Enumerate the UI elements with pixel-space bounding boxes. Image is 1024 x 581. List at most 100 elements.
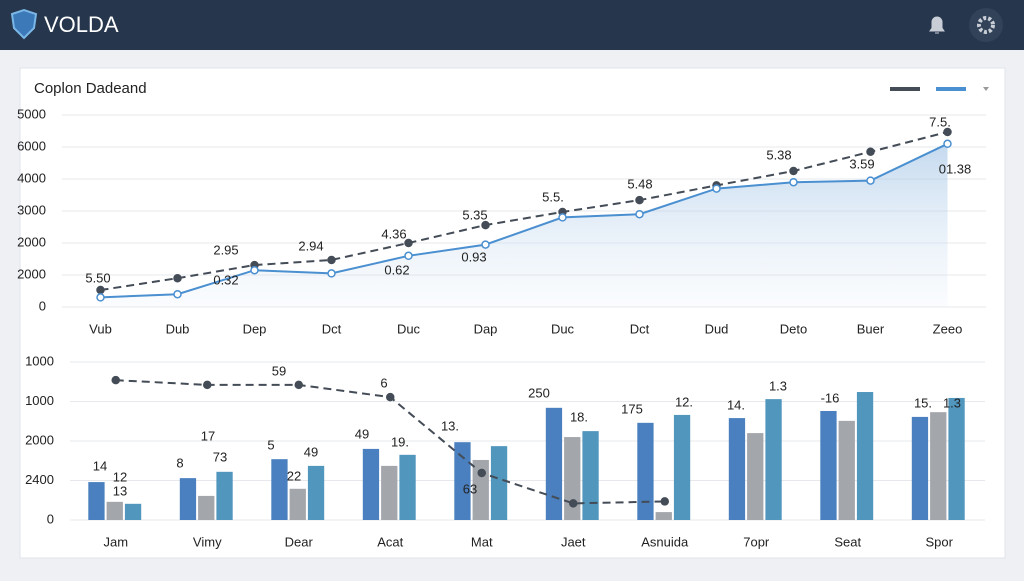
bar (307, 465, 325, 520)
point (635, 195, 644, 205)
point (789, 166, 798, 176)
settings-button[interactable] (969, 8, 1003, 42)
point (481, 220, 490, 230)
logo (10, 8, 38, 40)
x-tick-label: Dep (243, 321, 267, 336)
data-annotation: 5.38 (766, 147, 791, 162)
point (866, 147, 875, 157)
legend-menu[interactable] (983, 87, 989, 91)
point (327, 269, 336, 278)
data-annotation: 19. (391, 434, 409, 449)
brand: VOLDA (44, 12, 119, 37)
data-annotation: 14 (93, 458, 107, 473)
data-annotation: 12 (113, 469, 127, 484)
bar (948, 397, 965, 520)
x-tick-label: Vimy (193, 534, 222, 549)
data-annotation: 63 (463, 481, 477, 496)
point (173, 273, 182, 283)
y-tick-label: 0 (39, 298, 46, 313)
x-tick-label: Acat (377, 534, 403, 549)
y-tick-label: 6000 (17, 138, 46, 153)
point (96, 293, 105, 302)
bar (88, 482, 105, 520)
y-tick-label: 4000 (17, 170, 46, 185)
data-annotation: 250 (528, 385, 550, 400)
data-annotation: 17 (201, 428, 215, 443)
data-annotation: 5.50 (85, 270, 110, 285)
bar (289, 488, 306, 520)
x-tick-label: Dct (322, 321, 342, 336)
point (294, 380, 303, 390)
y-tick-label: 2000 (17, 234, 46, 249)
data-annotation: -16 (821, 390, 840, 405)
point (635, 209, 644, 219)
bar (838, 420, 855, 520)
data-annotation: 13 (113, 483, 127, 498)
point (327, 255, 336, 265)
data-annotation: 0.32 (213, 272, 238, 287)
bar (362, 448, 380, 520)
bar (124, 503, 142, 520)
data-annotation: 22 (287, 468, 301, 483)
bar (271, 459, 288, 520)
data-annotation: 49 (304, 444, 318, 459)
x-tick-label: Mat (471, 534, 493, 549)
point (111, 375, 120, 385)
data-annotation: 5.5. (542, 189, 564, 204)
point (943, 139, 952, 149)
y-tick-label: 5000 (17, 106, 46, 121)
data-annotation: 18. (570, 409, 588, 424)
top-bar (0, 0, 1024, 50)
x-tick-label: Duc (397, 321, 421, 336)
y-tick-label: 2000 (25, 432, 54, 447)
x-tick-label: Dap (474, 321, 498, 336)
bell-icon[interactable] (929, 16, 945, 34)
x-tick-label: Buer (857, 321, 885, 336)
y-tick-label: 1000 (25, 393, 54, 408)
bar (728, 418, 746, 520)
point (477, 468, 486, 478)
bar (582, 431, 599, 520)
bar (564, 437, 581, 520)
x-tick-label: Seat (834, 534, 861, 549)
bar (216, 471, 233, 520)
point (558, 213, 567, 222)
point (203, 380, 212, 390)
bar (106, 501, 123, 520)
point (96, 285, 105, 295)
x-tick-label: Deto (780, 321, 807, 336)
data-annotation: 1.3 (769, 378, 787, 393)
point (404, 251, 413, 261)
data-annotation: 5.35 (462, 207, 487, 222)
point (789, 177, 798, 187)
data-annotation: 7.5. (929, 114, 951, 129)
data-annotation: 3.59 (849, 156, 874, 171)
y-tick-label: 1000 (25, 353, 54, 368)
y-tick-label: 2400 (25, 472, 54, 487)
point (569, 499, 578, 508)
bar (765, 399, 782, 520)
data-annotation: 12. (675, 394, 693, 409)
data-annotation: 01.38 (939, 161, 972, 176)
x-tick-label: Vub (89, 321, 112, 336)
bar (747, 433, 764, 520)
point (404, 238, 413, 248)
bar (911, 416, 929, 520)
bar (545, 407, 563, 520)
point (481, 240, 490, 249)
data-annotation: 6 (380, 375, 387, 390)
data-annotation: 1.3 (943, 395, 961, 410)
data-annotation: 73 (213, 449, 227, 464)
point (386, 392, 395, 402)
data-annotation: 2.94 (298, 238, 323, 253)
data-annotation: 49 (355, 426, 369, 441)
bar (399, 454, 416, 520)
data-annotation: 5 (267, 437, 274, 452)
bar (673, 414, 691, 520)
bar (454, 442, 471, 520)
point (250, 265, 259, 275)
x-tick-label: Asnuida (641, 534, 689, 549)
point (173, 289, 182, 299)
point (943, 127, 952, 137)
